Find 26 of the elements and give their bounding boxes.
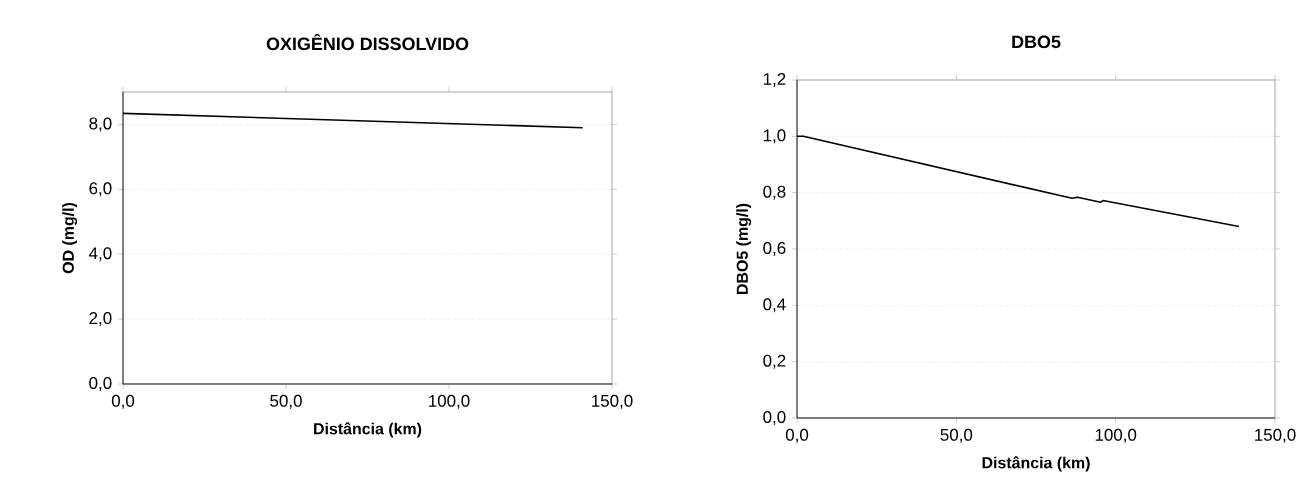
y-tick-label: 8,0 xyxy=(89,117,112,132)
x-tick-label: 100,0 xyxy=(1095,428,1137,443)
y-tick-label: 0,0 xyxy=(89,376,112,391)
y-tick-label: 0,8 xyxy=(763,185,786,200)
y-tick-label: 1,0 xyxy=(763,129,786,144)
y-tick-label: 4,0 xyxy=(89,247,112,262)
x-axis-title: Distância (km) xyxy=(314,422,422,438)
x-tick-label: 0,0 xyxy=(785,428,809,443)
x-tick-label: 100,0 xyxy=(429,394,470,409)
y-tick-label: 0,6 xyxy=(763,241,786,256)
x-tick-label: 50,0 xyxy=(940,428,973,443)
chart-title: OXIGÊNIO DISSOLVIDO xyxy=(266,33,469,51)
y-tick-label: 2,0 xyxy=(89,312,112,327)
x-tick-label: 50,0 xyxy=(270,394,302,409)
y-tick-label: 1,2 xyxy=(763,72,786,87)
y-tick-label: 6,0 xyxy=(89,182,112,197)
chart-title: DBO5 xyxy=(1012,35,1061,49)
y-axis-title: DBO5 (mg/l) xyxy=(736,203,752,294)
y-tick-label: 0,2 xyxy=(763,354,786,369)
x-tick-label: 150,0 xyxy=(1255,428,1296,443)
x-axis-title: Distância (km) xyxy=(982,456,1090,472)
y-tick-label: 0,4 xyxy=(763,298,786,313)
x-tick-label: 150,0 xyxy=(592,394,633,409)
x-tick-label: 0,0 xyxy=(111,394,135,409)
y-axis-title: OD (mg/l) xyxy=(62,202,78,274)
y-tick-label: 0,0 xyxy=(763,410,786,425)
